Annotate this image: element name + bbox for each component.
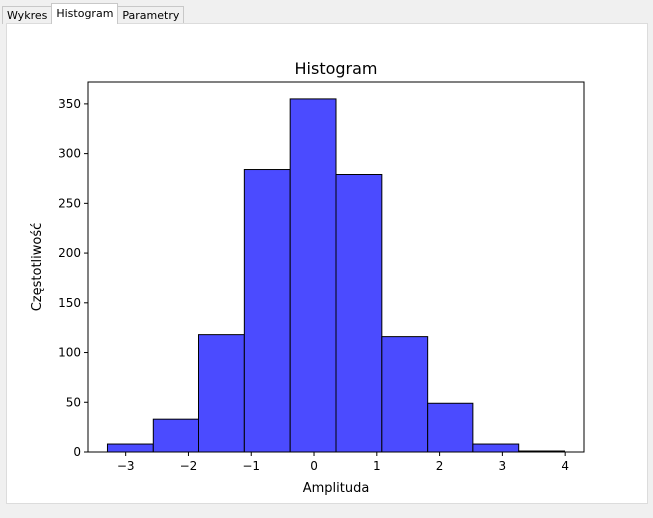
y-tick-label: 0 <box>73 445 81 459</box>
x-tick-label: 3 <box>499 459 507 473</box>
tab-parametry[interactable]: Parametry <box>117 6 185 24</box>
histogram-chart: Histogram −3 −2 −1 0 1 2 3 4 0 50 100 150 200 250 300… <box>30 59 585 496</box>
histogram-bar <box>381 336 429 453</box>
y-tick-label: 100 <box>58 346 81 360</box>
tab-histogram[interactable]: Histogram <box>51 3 119 24</box>
x-axis: −3 −2 −1 0 1 2 3 4 <box>117 452 569 473</box>
bars-group <box>106 98 566 453</box>
y-tick-label: 150 <box>58 296 81 310</box>
status-bar <box>0 508 653 518</box>
histogram-bar <box>427 402 474 453</box>
x-tick-label: −1 <box>242 459 260 473</box>
x-tick-label: 0 <box>310 459 318 473</box>
histogram-bar <box>289 98 337 453</box>
x-axis-label: Amplituda <box>303 481 370 496</box>
histogram-bar <box>106 443 154 453</box>
y-tick-label: 250 <box>58 196 81 210</box>
histogram-bar <box>335 174 383 453</box>
tab-wykres[interactable]: Wykres <box>2 6 53 24</box>
histogram-bar <box>472 443 520 453</box>
x-tick-label: 4 <box>561 459 569 473</box>
y-axis: 0 50 100 150 200 250 300 350 <box>58 97 88 459</box>
axes-frame <box>87 81 585 453</box>
tab-bar: Wykres Histogram Parametry <box>2 3 185 24</box>
y-tick-label: 350 <box>58 97 81 111</box>
chart-title: Histogram <box>295 59 378 78</box>
x-tick-label: −2 <box>180 459 198 473</box>
y-tick-label: 50 <box>66 395 81 409</box>
y-axis-label: Częstotliwość <box>30 223 45 312</box>
histogram-bar <box>243 169 291 453</box>
x-tick-label: 1 <box>373 459 381 473</box>
histogram-panel: Histogram −3 −2 −1 0 1 2 3 4 0 50 100 150 200 250 300… <box>6 23 648 504</box>
x-tick-label: −3 <box>117 459 135 473</box>
histogram-bar <box>152 418 200 453</box>
x-tick-label: 2 <box>436 459 444 473</box>
y-tick-label: 200 <box>58 246 81 260</box>
y-tick-label: 300 <box>58 147 81 161</box>
histogram-bar <box>198 334 245 453</box>
